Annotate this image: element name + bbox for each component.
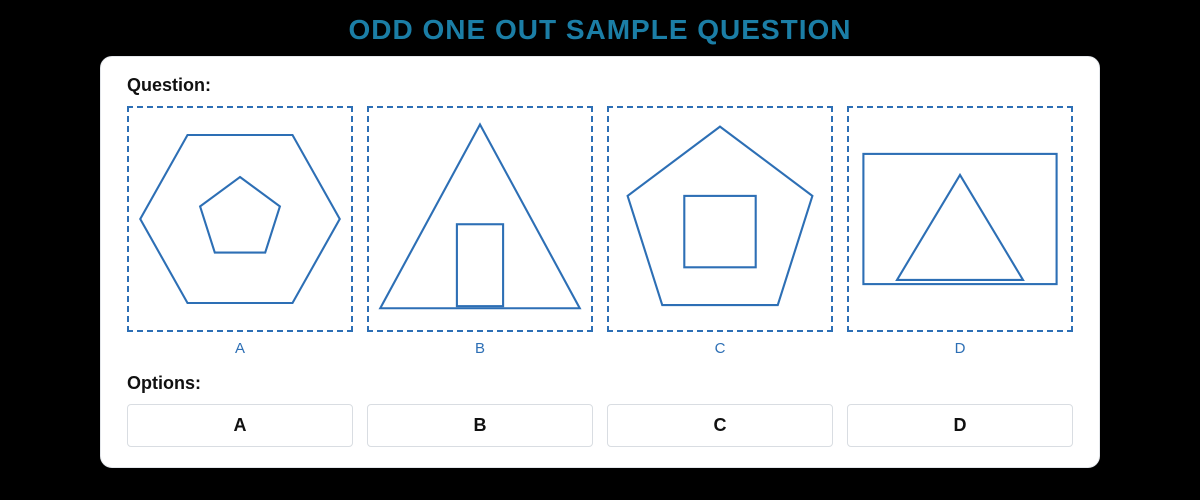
options-label: Options: bbox=[127, 373, 1073, 394]
figure-d: D bbox=[847, 106, 1073, 357]
figure-box-b bbox=[367, 106, 593, 332]
figure-letter-c: C bbox=[715, 340, 726, 357]
figure-c: C bbox=[607, 106, 833, 357]
figure-box-c bbox=[607, 106, 833, 332]
option-d-button[interactable]: D bbox=[847, 404, 1073, 447]
rectangle-triangle-icon bbox=[855, 114, 1065, 324]
option-b-button[interactable]: B bbox=[367, 404, 593, 447]
figure-letter-b: B bbox=[475, 340, 485, 357]
inner-triangle bbox=[897, 175, 1023, 280]
outer-pentagon bbox=[628, 127, 813, 306]
figure-letter-a: A bbox=[235, 340, 245, 357]
figure-box-a bbox=[127, 106, 353, 332]
inner-square bbox=[684, 196, 755, 267]
hexagon-pentagon-icon bbox=[135, 114, 345, 324]
option-c-button[interactable]: C bbox=[607, 404, 833, 447]
outer-hexagon bbox=[140, 135, 340, 303]
outer-triangle bbox=[380, 125, 580, 309]
figures-row: A B C bbox=[127, 106, 1073, 357]
figure-letter-d: D bbox=[955, 340, 966, 357]
page-title: ODD ONE OUT SAMPLE QUESTION bbox=[0, 0, 1200, 56]
figure-box-d bbox=[847, 106, 1073, 332]
inner-rectangle bbox=[457, 224, 503, 306]
triangle-rectangle-icon bbox=[375, 114, 585, 324]
pentagon-square-icon bbox=[615, 114, 825, 324]
figure-b: B bbox=[367, 106, 593, 357]
inner-pentagon bbox=[200, 177, 280, 253]
question-label: Question: bbox=[127, 75, 1073, 96]
option-a-button[interactable]: A bbox=[127, 404, 353, 447]
figure-a: A bbox=[127, 106, 353, 357]
options-row: A B C D bbox=[127, 404, 1073, 447]
question-card: Question: A B bbox=[100, 56, 1100, 468]
